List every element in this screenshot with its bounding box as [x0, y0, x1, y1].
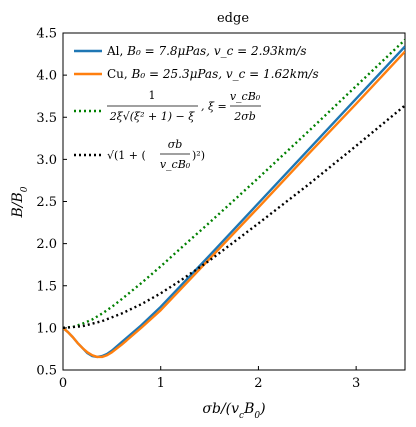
y-tick-label: 2.5: [36, 195, 57, 210]
legend-eq2-open: √(1 + (: [107, 149, 146, 162]
y-tick-label: 4.5: [36, 27, 57, 42]
x-tick-label: 3: [352, 376, 360, 391]
y-tick-label: 3.0: [36, 153, 57, 168]
series-layer: [63, 38, 405, 359]
y-tick-label: 1.5: [36, 279, 57, 294]
y-tick-label: 0.5: [36, 364, 57, 379]
y-tick-label: 4.0: [36, 69, 57, 84]
legend-al-material: Al,: [106, 44, 127, 58]
y-axis-ticks: 0.5 1.0 1.5 2.0 2.5 3.0 3.5 4.0 4.5: [36, 27, 67, 379]
legend: Al, B₀ = 7.8μPas, v_c = 2.93km/s Cu, B₀ …: [74, 44, 319, 171]
x-tick-label: 2: [254, 376, 262, 391]
legend-eq1-xi: , ξ =: [201, 100, 227, 113]
x-axis-title: σb/(vcB0): [202, 401, 265, 421]
legend-eq2-close: )²): [192, 149, 205, 162]
legend-eq2-numerator: σb: [168, 138, 183, 151]
legend-eq1-xi-numerator: v_cB₀: [230, 90, 261, 103]
legend-eq1-denominator: 2ξ√(ξ² + 1) − ξ: [109, 110, 196, 123]
y-tick-label: 3.5: [36, 111, 57, 126]
legend-eq1-xi-denominator: 2σb: [233, 110, 256, 123]
legend-cu-params: B₀ = 25.3μPas, v_c = 1.62km/s: [131, 67, 319, 81]
legend-cu-material: Cu,: [107, 67, 132, 81]
x-tick-label: 0: [59, 376, 67, 391]
y-tick-label: 1.0: [36, 321, 57, 336]
series-line-3: [63, 104, 405, 330]
series-line-1: [63, 50, 405, 359]
series-line-2: [63, 38, 405, 330]
legend-cu-label: Cu, B₀ = 25.3μPas, v_c = 1.62km/s: [107, 67, 319, 81]
x-tick-label: 1: [157, 376, 165, 391]
y-axis-title: B/B0: [10, 186, 30, 218]
legend-al-params: B₀ = 7.8μPas, v_c = 2.93km/s: [126, 44, 306, 58]
legend-eq1-numerator: 1: [149, 89, 156, 102]
legend-eq2-denominator: v_cB₀: [160, 158, 191, 171]
legend-al-label: Al, B₀ = 7.8μPas, v_c = 2.93km/s: [106, 44, 307, 58]
chart-title: edge: [217, 11, 249, 26]
y-tick-label: 2.0: [36, 237, 57, 252]
x-axis-ticks: 0 1 2 3: [59, 366, 360, 391]
